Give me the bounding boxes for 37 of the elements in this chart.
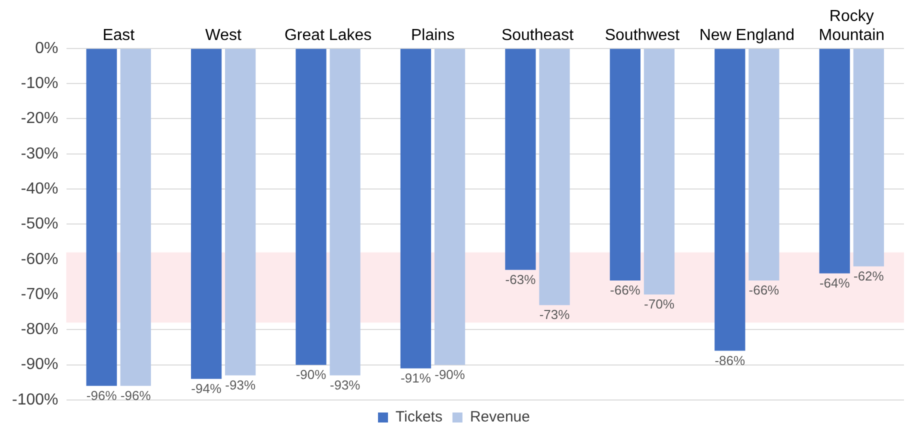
y-tick-label: -50%: [20, 216, 58, 233]
x-tick-label: New England: [699, 27, 795, 44]
legend-label: Tickets: [396, 408, 442, 426]
y-tick-label: -60%: [20, 250, 58, 268]
x-tick-label: East: [102, 27, 136, 44]
x-tick-label: Great Lakes: [284, 27, 372, 44]
y-tick-label: -80%: [20, 321, 58, 338]
x-tick-label: Plains: [410, 27, 455, 44]
y-tick-label: -40%: [20, 180, 58, 198]
data-label: -96%: [86, 388, 118, 404]
y-tick-label: -100%: [12, 391, 58, 408]
data-label: -66%: [610, 282, 641, 298]
data-label: -70%: [644, 296, 675, 312]
x-tick-label: Rocky Mountain: [818, 8, 885, 44]
y-tick-label: -90%: [20, 356, 58, 374]
data-label: -86%: [714, 352, 746, 368]
data-label: -90%: [296, 366, 327, 382]
legend-label: Revenue: [470, 408, 530, 426]
data-label: -73%: [539, 307, 570, 322]
data-label: -64%: [819, 276, 850, 290]
x-tick-label: West: [205, 27, 242, 44]
y-tick-label: -30%: [20, 145, 58, 162]
data-label: -93%: [225, 377, 256, 392]
y-tick-label: -10%: [20, 74, 58, 92]
data-label: -94%: [191, 380, 222, 396]
y-tick-label: -20%: [20, 110, 58, 128]
y-tick-label: -70%: [20, 286, 58, 303]
x-tick-label: Southwest: [604, 27, 680, 44]
x-tick-label: Southeast: [501, 27, 574, 44]
y-tick-label: 0%: [35, 40, 58, 57]
data-label: -62%: [853, 268, 884, 284]
data-label: -96%: [120, 388, 152, 404]
data-label: -90%: [434, 366, 466, 382]
data-label: -66%: [748, 282, 780, 298]
data-label: -93%: [330, 377, 361, 392]
data-label: -63%: [505, 272, 536, 287]
data-label: -91%: [400, 370, 432, 386]
